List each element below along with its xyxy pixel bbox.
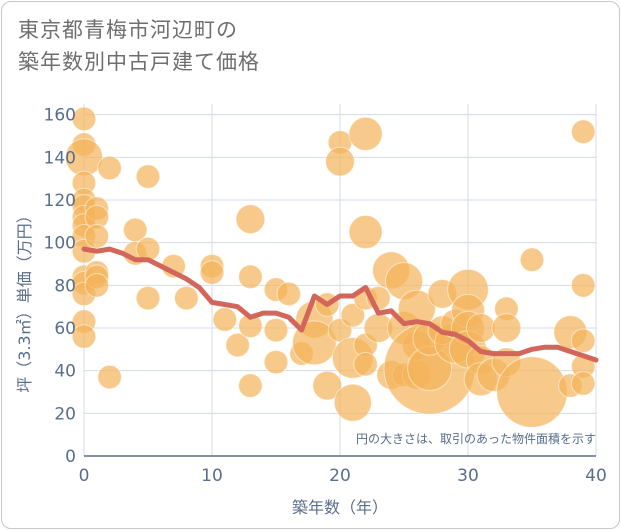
x-tick-label: 30: [457, 466, 479, 486]
data-point: [491, 313, 522, 343]
data-point: [135, 285, 161, 311]
y-axis-label: 坪（3.3㎡）単価（万円）: [15, 207, 34, 392]
y-tick-label: 0: [65, 447, 76, 467]
x-tick-label: 40: [585, 466, 607, 486]
x-tick-label: 0: [79, 466, 90, 486]
x-axis-label: 築年数（年）: [292, 498, 388, 517]
data-point: [174, 285, 199, 311]
y-tick-label: 120: [44, 191, 76, 211]
data-point: [348, 116, 383, 151]
data-point: [71, 324, 97, 349]
data-point: [263, 317, 289, 343]
data-point: [97, 155, 122, 181]
data-point: [570, 371, 596, 396]
data-point: [312, 370, 343, 401]
y-tick-label: 60: [54, 319, 76, 339]
data-point: [570, 119, 596, 145]
data-point: [235, 204, 266, 235]
title-line-2: 築年数別中古戸建て価格: [18, 50, 260, 74]
trend-line: [81, 246, 599, 363]
data-point: [348, 214, 383, 250]
data-point: [276, 281, 302, 307]
data-point: [353, 351, 378, 377]
data-point: [340, 302, 366, 328]
data-point: [97, 364, 122, 390]
title-line-1: 東京都青梅市河辺町の: [18, 18, 238, 42]
data-point: [212, 307, 238, 332]
data-point: [263, 349, 289, 375]
data-point: [238, 264, 263, 290]
bubble-size-note: 円の大きさは、取引のあった物件面積を示す: [356, 431, 596, 446]
x-tick-label: 20: [329, 466, 351, 486]
data-point: [71, 106, 97, 132]
y-tick-label: 40: [54, 362, 76, 382]
data-point: [465, 313, 496, 343]
data-point: [291, 320, 337, 366]
y-tick-label: 160: [44, 106, 76, 126]
y-tick-label: 20: [54, 404, 76, 424]
data-point: [135, 164, 161, 189]
data-point: [496, 356, 568, 428]
data-point: [333, 383, 372, 422]
chart-title: 東京都青梅市河辺町の 築年数別中古戸建て価格: [18, 14, 260, 78]
axis-ticks: 0 20 40 60 80 100 120 140 160 0 10 20 30 40: [44, 106, 607, 486]
bubble-series: [64, 106, 596, 428]
data-point: [325, 146, 355, 177]
data-point: [84, 273, 110, 298]
data-point: [225, 332, 250, 358]
x-tick-label: 10: [201, 466, 223, 486]
data-point: [570, 328, 596, 354]
data-point: [519, 247, 545, 273]
data-point: [199, 260, 225, 285]
data-point: [84, 223, 110, 249]
y-tick-label: 140: [44, 148, 76, 168]
data-point: [570, 273, 596, 298]
y-tick-label: 80: [54, 276, 76, 296]
data-point: [238, 373, 263, 398]
y-tick-label: 100: [44, 234, 76, 254]
